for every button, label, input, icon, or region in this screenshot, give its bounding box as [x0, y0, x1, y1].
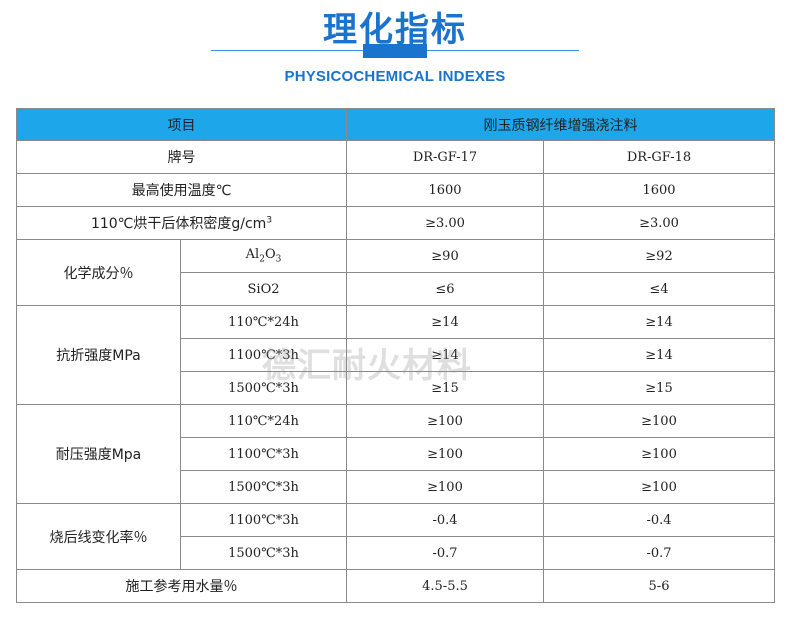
cell-value: ≥14 [543, 305, 775, 339]
row-label: 110℃烘干后体积密度g/cm3 [16, 206, 347, 240]
group-label-flex: 抗折强度MPa [16, 305, 181, 405]
table-row: 牌号 DR-GF-17 DR-GF-18 [16, 140, 775, 174]
sub-label: 1100℃*3h [180, 503, 347, 537]
table-row: 施工参考用水量％ 4.5-5.5 5-6 [16, 569, 775, 603]
group-label-linear: 烧后线变化率％ [16, 503, 181, 570]
sub-label: 110℃*24h [180, 305, 347, 339]
header-product: 刚玉质钢纤维增强浇注料 [346, 108, 775, 141]
cell-value: ≥90 [346, 239, 544, 273]
sub-label: 1500℃*3h [180, 470, 347, 504]
table-header-row: 项目 刚玉质钢纤维增强浇注料 [16, 108, 775, 141]
cell-value: -0.7 [543, 536, 775, 570]
cell-value: DR-GF-17 [346, 140, 544, 174]
cell-value: 1600 [346, 173, 544, 207]
row-label: 施工参考用水量％ [16, 569, 347, 603]
table-row: 1100℃*3h ≥14 ≥14 [17, 338, 775, 372]
page-title: 理化指标 [323, 10, 467, 50]
table-row: 最高使用温度℃ 1600 1600 [16, 173, 775, 207]
cell-value: ≤6 [346, 272, 544, 306]
cell-value: -0.4 [346, 503, 544, 537]
cell-value: ≥100 [346, 437, 544, 471]
cell-value: ≥100 [346, 404, 544, 438]
cell-value: ≥3.00 [543, 206, 775, 240]
sub-label: 110℃*24h [180, 404, 347, 438]
table-row: 耐压强度Mpa 110℃*24h ≥100 ≥100 [16, 404, 775, 504]
table-row: 化学成分％ Al2O3 ≥90 ≥92 [16, 239, 775, 306]
sub-label: 1500℃*3h [180, 371, 347, 405]
cell-value: -0.4 [543, 503, 775, 537]
table-row: 烧后线变化率％ 1100℃*3h -0.4 -0.4 [16, 503, 775, 570]
title-divider-accent [363, 44, 427, 58]
cell-value: 1600 [543, 173, 775, 207]
table-row: 1500℃*3h ≥100 ≥100 [17, 470, 775, 504]
cell-value: ≥100 [346, 470, 544, 504]
sub-label-al2o3: Al2O3 [180, 239, 347, 273]
group-label-chem: 化学成分％ [16, 239, 181, 306]
cell-value: -0.7 [346, 536, 544, 570]
cell-value: ≥100 [543, 404, 775, 438]
table-row: 抗折强度MPa 110℃*24h ≥14 ≥14 [16, 305, 775, 405]
cell-value: ≤4 [543, 272, 775, 306]
sub-label: 1500℃*3h [180, 536, 347, 570]
page-subtitle: PHYSICOCHEMICAL INDEXES [284, 68, 506, 85]
cell-value: ≥15 [543, 371, 775, 405]
density-label-text: 110℃烘干后体积密度g/cm [90, 216, 267, 232]
group-label-comp: 耐压强度Mpa [16, 404, 181, 504]
cell-value: ≥100 [543, 437, 775, 471]
cell-value: ≥14 [346, 305, 544, 339]
cell-value: 5-6 [543, 569, 775, 603]
sub-label: 1100℃*3h [180, 338, 347, 372]
table-row: 110℃烘干后体积密度g/cm3 ≥3.00 ≥3.00 [16, 206, 775, 240]
table-row: 1500℃*3h -0.7 -0.7 [17, 536, 775, 570]
indexes-table: 项目 刚玉质钢纤维增强浇注料 牌号 DR-GF-17 DR-GF-18 最高使用… [16, 108, 775, 603]
cell-value: 4.5-5.5 [346, 569, 544, 603]
cell-value: ≥14 [543, 338, 775, 372]
cell-value: ≥92 [543, 239, 775, 273]
cell-value: ≥3.00 [346, 206, 544, 240]
sub-label: 1100℃*3h [180, 437, 347, 471]
header-item: 项目 [16, 108, 347, 141]
cell-value: ≥14 [346, 338, 544, 372]
cell-value: DR-GF-18 [543, 140, 775, 174]
cell-value: ≥100 [543, 470, 775, 504]
cell-value: ≥15 [346, 371, 544, 405]
table-row: 1500℃*3h ≥15 ≥15 [17, 371, 775, 405]
density-label-sup: 3 [266, 215, 273, 226]
row-label: 最高使用温度℃ [16, 173, 347, 207]
sub-label-sio2: SiO2 [180, 272, 347, 306]
row-label: 牌号 [16, 140, 347, 174]
